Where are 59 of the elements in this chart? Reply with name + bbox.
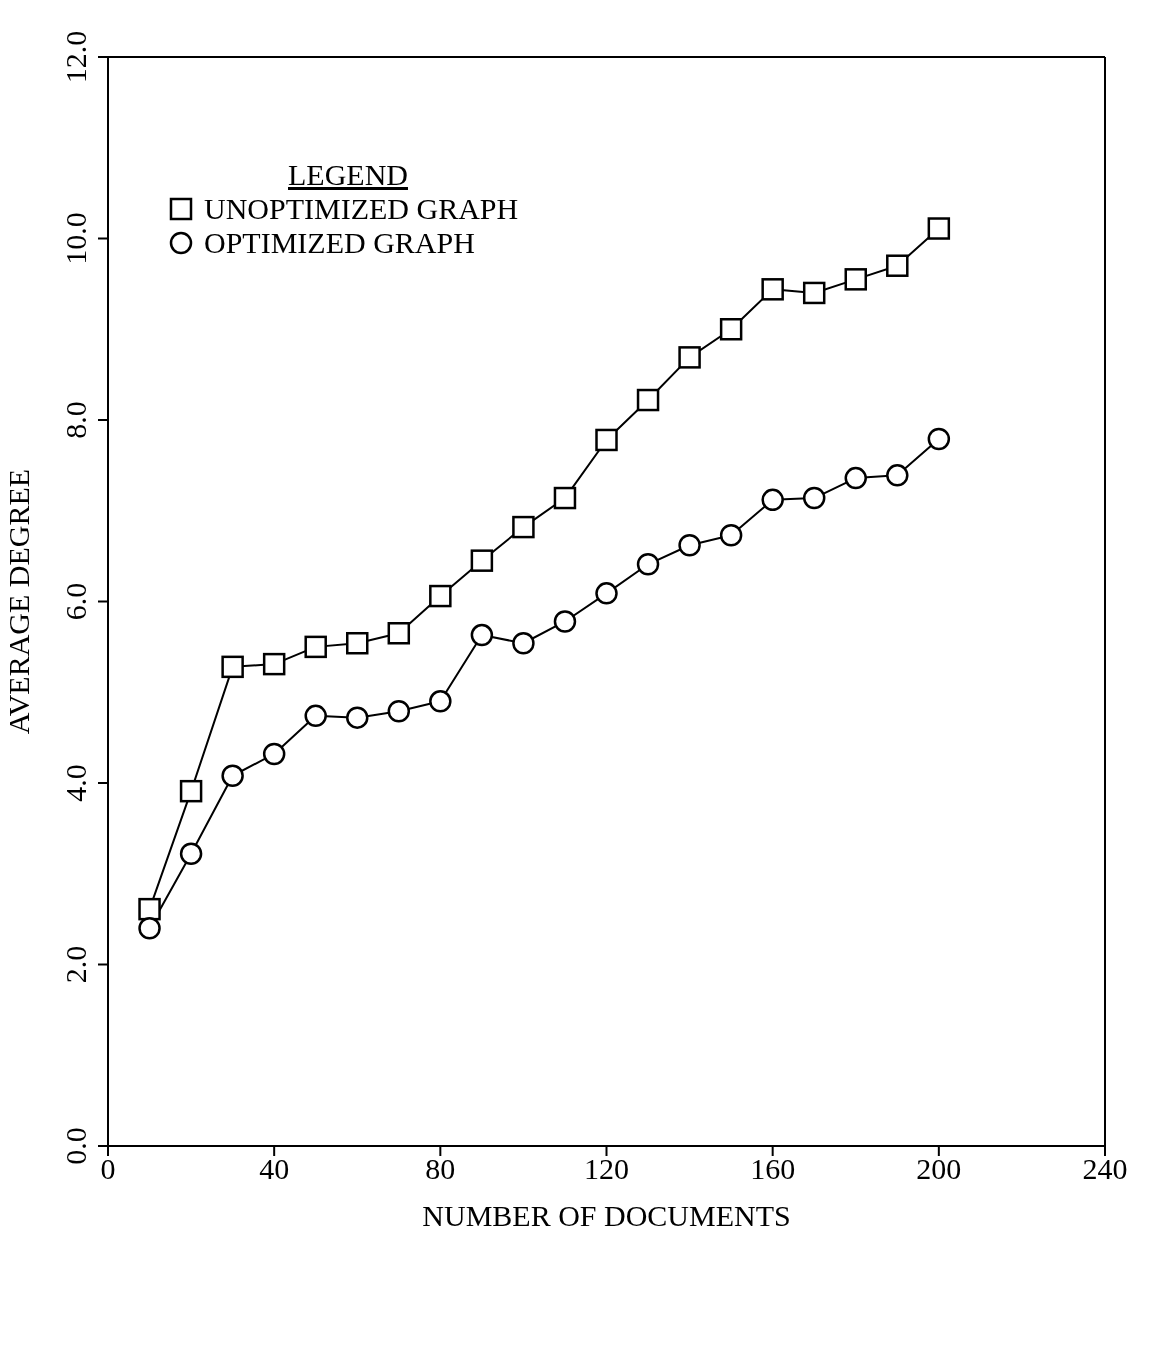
legend-label: UNOPTIMIZED GRAPH (204, 192, 519, 226)
y-tick-label: 0.0 (59, 1127, 92, 1165)
point (221, 655, 244, 679)
point (304, 635, 327, 659)
point (138, 916, 161, 940)
x-tick-label: 0 (100, 1152, 116, 1186)
point (179, 842, 203, 866)
point (553, 486, 577, 510)
x-tick-label: 200 (916, 1152, 962, 1186)
point (802, 281, 826, 305)
point (636, 388, 660, 412)
legend-label: OPTIMIZED GRAPH (204, 226, 475, 260)
point (844, 268, 867, 291)
x-tick-label: 80 (425, 1152, 456, 1186)
y-axis-title: AVERAGE DEGREE (1, 468, 35, 735)
point (886, 464, 909, 487)
point (179, 779, 203, 803)
x-tick-label: 160 (750, 1152, 796, 1186)
legend-title: LEGEND (288, 158, 409, 192)
x-tick-label: 40 (259, 1152, 290, 1186)
point (927, 217, 951, 240)
y-tick-label: 8.0 (59, 401, 92, 439)
y-tick-label: 2.0 (59, 945, 92, 984)
point (636, 553, 660, 576)
point (138, 897, 161, 921)
y-tick-label: 4.0 (59, 764, 92, 802)
point (262, 652, 286, 676)
point (927, 427, 951, 451)
x-axis-title: NUMBER OF DOCUMENTS (422, 1199, 791, 1232)
point (844, 466, 867, 490)
point (678, 533, 701, 557)
point (221, 764, 244, 787)
point (470, 623, 494, 647)
point (761, 278, 784, 301)
point (553, 610, 577, 633)
x-tick-label: 240 (1082, 1152, 1128, 1186)
point (595, 582, 618, 605)
point (719, 524, 743, 547)
x-tick-label: 120 (584, 1152, 629, 1186)
point (387, 622, 411, 645)
point (387, 700, 411, 723)
point (886, 254, 909, 277)
point (346, 706, 369, 729)
point (512, 515, 535, 539)
point (262, 742, 286, 766)
point (761, 488, 784, 512)
point (346, 632, 369, 655)
point (304, 704, 327, 728)
point (470, 549, 494, 572)
point (719, 318, 743, 341)
y-tick-label: 10.0 (59, 212, 92, 265)
point (429, 584, 452, 608)
y-tick-label: 6.0 (59, 582, 92, 621)
point (802, 486, 826, 510)
point (512, 632, 535, 655)
point (678, 346, 701, 369)
y-tick-label: 12.0 (59, 30, 92, 84)
point (429, 690, 452, 713)
point (595, 428, 618, 452)
